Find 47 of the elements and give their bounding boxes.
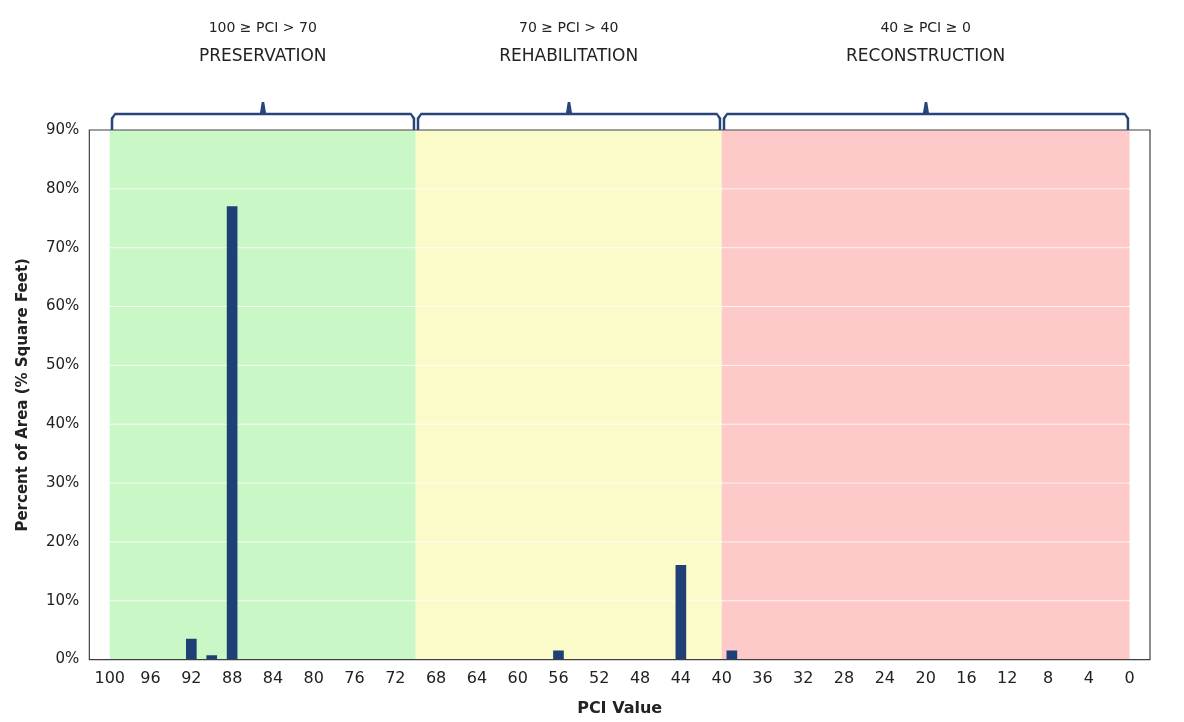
x-tick-label: 88 bbox=[221, 668, 243, 688]
bar bbox=[726, 650, 738, 660]
x-tick-label: 0 bbox=[1124, 668, 1135, 688]
y-tick-label: 90% bbox=[46, 119, 80, 138]
x-tick-label: 60 bbox=[507, 668, 528, 688]
x-tick-label: 68 bbox=[425, 668, 447, 688]
y-tick-label: 10% bbox=[46, 590, 80, 609]
x-tick-label: 76 bbox=[344, 668, 365, 688]
x-tick-label: 72 bbox=[385, 668, 406, 688]
text: 70 ≥ PCI > 40 REHABILITATION bbox=[499, 18, 639, 66]
y-tick-label: 50% bbox=[46, 355, 80, 374]
bar bbox=[186, 638, 197, 660]
x-tick-label: 36 bbox=[752, 668, 773, 688]
x-tick-label: 92 bbox=[181, 668, 202, 688]
x-tick-label: 28 bbox=[833, 668, 855, 688]
text: 100 ≥ PCI > 70 PRESERVATION bbox=[198, 18, 327, 66]
y-tick-label: 70% bbox=[46, 237, 80, 256]
x-tick-label: 80 bbox=[303, 668, 324, 688]
x-tick-label: 48 bbox=[629, 668, 651, 688]
x-tick-label: 4 bbox=[1083, 668, 1094, 688]
x-tick-label: 24 bbox=[874, 668, 896, 688]
x-tick-label: 40 bbox=[711, 668, 732, 688]
bar bbox=[206, 655, 218, 660]
y-tick-label: 0% bbox=[55, 649, 80, 668]
bar bbox=[675, 565, 687, 660]
x-tick-label: 44 bbox=[670, 668, 692, 688]
x-tick-label: 56 bbox=[548, 668, 569, 688]
y-tick-label: 40% bbox=[46, 414, 80, 433]
x-tick-label: 100 bbox=[94, 668, 126, 688]
x-tick-label: 64 bbox=[466, 668, 488, 688]
x-tick-label: 8 bbox=[1042, 668, 1054, 688]
y-tick-label: 20% bbox=[46, 531, 80, 550]
x-tick-label: 52 bbox=[589, 668, 610, 688]
x-tick-label: 12 bbox=[997, 668, 1018, 688]
x-axis-title: PCI Value bbox=[577, 697, 663, 717]
y-tick-label: 80% bbox=[46, 178, 80, 197]
y-tick-label: 60% bbox=[46, 296, 80, 315]
bar bbox=[226, 206, 238, 660]
x-tick-label: 20 bbox=[915, 668, 936, 688]
x-tick-label: 96 bbox=[140, 668, 161, 688]
x-tick-label: 16 bbox=[956, 668, 977, 688]
x-tick-label: 84 bbox=[262, 668, 284, 688]
y-axis-title: Percent of Area (% Square Feet) bbox=[12, 258, 31, 532]
x-tick-label: 32 bbox=[793, 668, 814, 688]
text: 40 ≥ PCI ≥ 0 RECONSTRUCTION bbox=[845, 18, 1006, 66]
y-tick-label: 30% bbox=[46, 472, 80, 491]
bar bbox=[553, 650, 564, 660]
